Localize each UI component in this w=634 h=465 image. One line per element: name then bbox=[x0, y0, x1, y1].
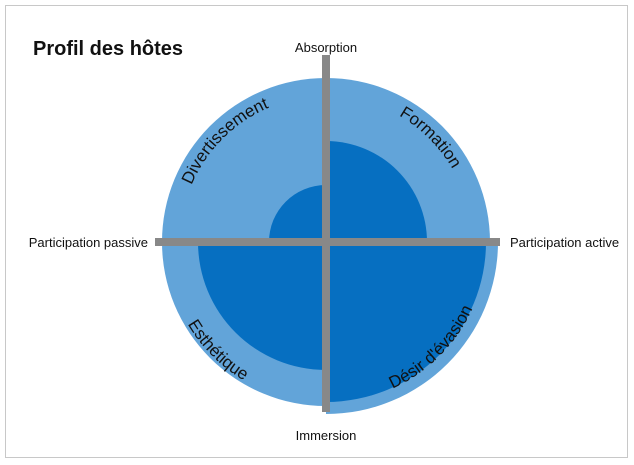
axis-label-right: Participation active bbox=[510, 235, 619, 250]
title: Profil des hôtes bbox=[33, 38, 183, 60]
quadrant-inner bbox=[198, 242, 326, 370]
axis-label-bottom: Immersion bbox=[296, 428, 357, 443]
quadrant-inner bbox=[326, 242, 486, 402]
quadrant-outer bbox=[162, 78, 326, 242]
quadrant-inner bbox=[269, 185, 326, 242]
axis-label-top: Absorption bbox=[295, 40, 357, 55]
axis-label-left: Participation passive bbox=[29, 235, 148, 250]
quadrant-inner bbox=[326, 141, 427, 242]
vertical-axis bbox=[322, 55, 330, 412]
